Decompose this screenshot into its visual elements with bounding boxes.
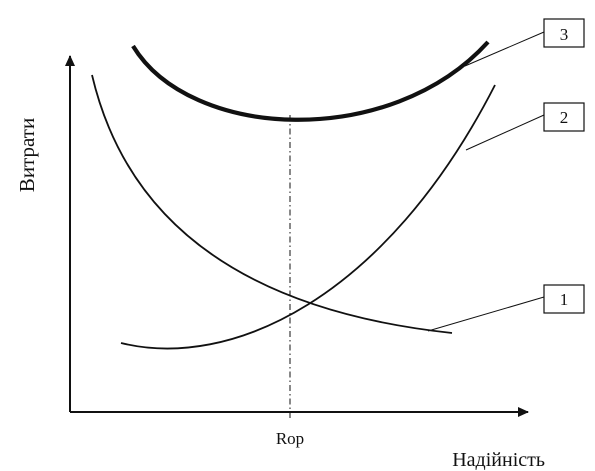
series-2-leader	[465, 114, 545, 151]
series-1-callout-box	[543, 284, 585, 314]
series-2-callout-box	[543, 102, 585, 132]
series-3-callout-box	[543, 18, 585, 48]
series-1-curve	[91, 74, 453, 334]
series-2-curve	[120, 84, 496, 350]
x-axis-label: Надійність	[452, 449, 545, 471]
series-1-callout-label: 1	[560, 290, 569, 309]
series-1-leader	[427, 296, 545, 332]
series-3-curve	[131, 40, 490, 122]
series-2-callout-label: 2	[560, 108, 569, 127]
x-tick-label: Rop	[276, 429, 304, 448]
series-3-callout-label: 3	[560, 25, 569, 44]
series-3-leader	[464, 31, 545, 67]
y-axis-label: Витрати	[15, 118, 39, 192]
